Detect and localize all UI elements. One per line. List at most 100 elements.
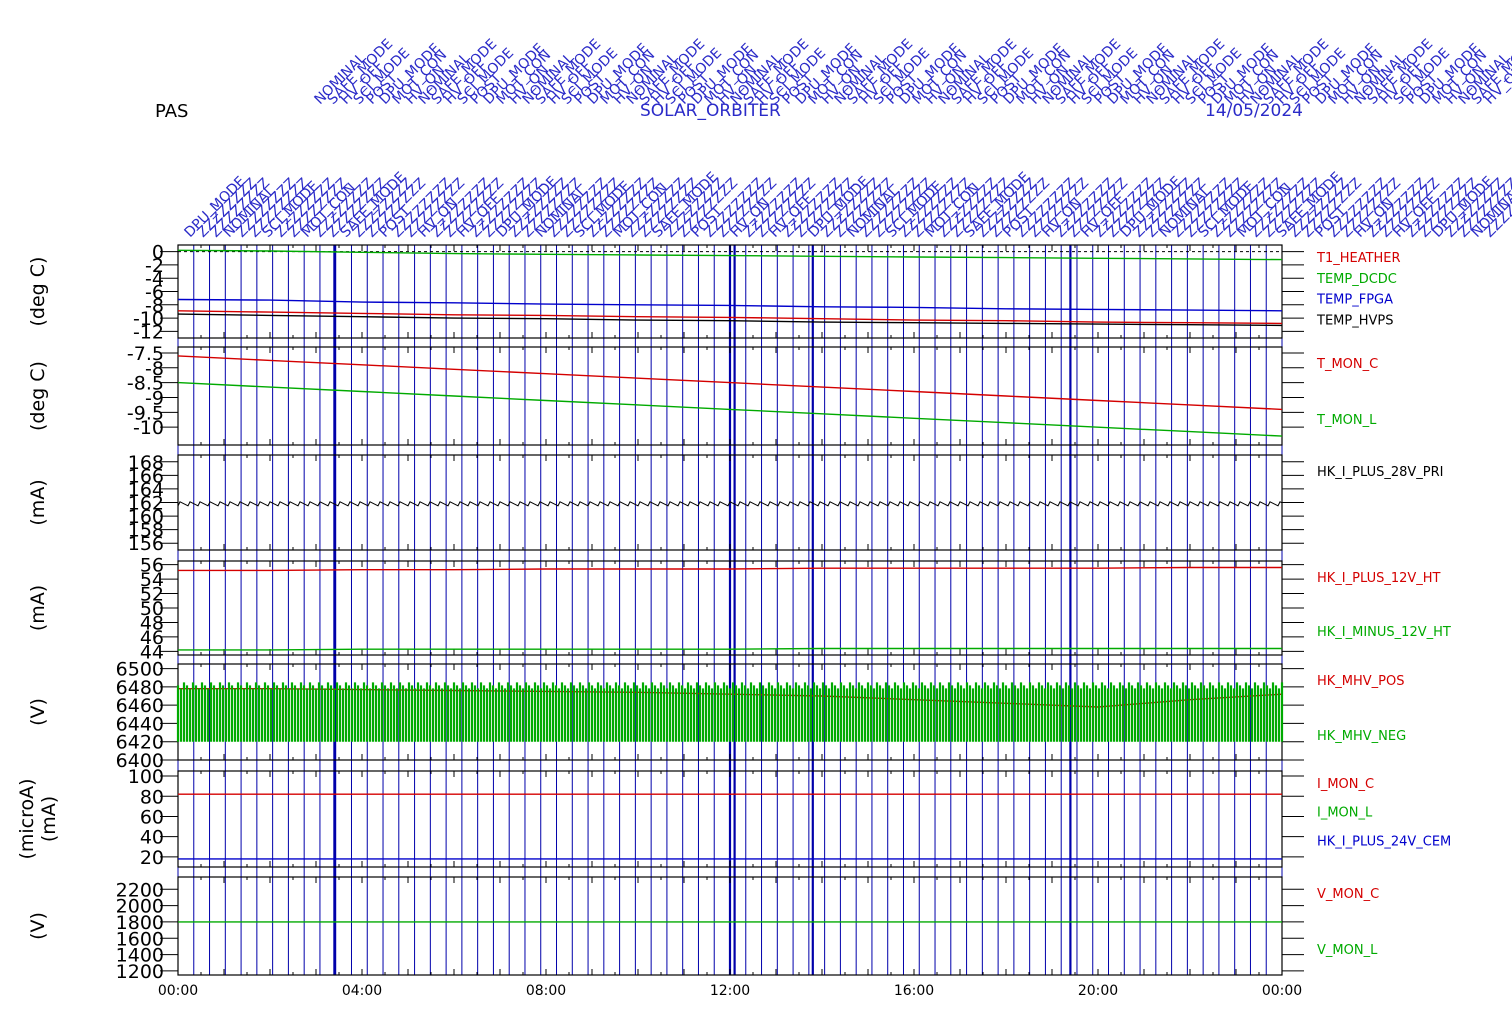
date-label: 14/05/2024 <box>1205 101 1303 121</box>
series-line <box>177 249 1283 261</box>
y-tick-label: 44 <box>140 641 164 663</box>
y-tick-label: 6440 <box>116 713 164 735</box>
event-markers <box>177 245 1283 975</box>
y-axis-label: (mA) <box>27 585 49 631</box>
y-tick-label: -4 <box>145 268 164 290</box>
series-name: TEMP_FPGA <box>1316 293 1393 308</box>
y-tick-label: -10 <box>133 308 164 330</box>
series-line <box>177 501 1283 507</box>
y-axis-label: (mA) <box>38 796 60 842</box>
y-tick-label: 52 <box>140 584 164 606</box>
y-tick-label: 46 <box>140 627 164 649</box>
y-tick-label: 1200 <box>116 961 164 983</box>
y-tick-label: 156 <box>128 533 164 555</box>
panel-2: -7.5-8-8.5-9-9.5-10 (deg C) T_MON_C T_MON_L <box>27 343 1378 446</box>
y-tick-label: 60 <box>140 806 164 828</box>
x-axis: 00:00 04:00 08:00 12:00 16:00 20:00 00:00 <box>158 983 1302 999</box>
y-tick-label: 164 <box>128 479 164 501</box>
series-line <box>176 682 1284 742</box>
series-name: I_MON_L <box>1317 806 1373 821</box>
series-line <box>177 381 1283 437</box>
series-name: HK_I_PLUS_24V_CEM <box>1317 834 1451 849</box>
y-tick-label: 2200 <box>116 879 164 901</box>
y-axis-label: (V) <box>27 912 49 940</box>
y-tick-label: 6400 <box>116 750 164 772</box>
series-line <box>177 313 1283 327</box>
series-line <box>178 566 1282 572</box>
series-line <box>177 355 1283 411</box>
y-tick-label: 6460 <box>116 695 164 717</box>
event-label-fan-upper: NOMINALSAFE_MODEHV_OFFSCI_MODEPOSTDPU_MO… <box>312 36 1512 108</box>
y-tick-label: -6 <box>145 282 164 304</box>
y-axis-label: (mA) <box>27 479 49 525</box>
x-tick-label: 04:00 <box>342 983 382 999</box>
series-name: HK_I_PLUS_28V_PRI <box>1317 465 1443 480</box>
y-tick-label: -8 <box>145 358 164 380</box>
y-tick-label: 6420 <box>116 732 164 754</box>
series-name: HK_MHV_NEG <box>1317 729 1406 744</box>
y-axis-label: (microA) <box>16 778 38 859</box>
series-name: TEMP_HVPS <box>1316 313 1393 328</box>
x-tick-label: 20:00 <box>1078 983 1118 999</box>
y-tick-label: 6480 <box>116 677 164 699</box>
y-tick-label: -10 <box>133 417 164 439</box>
y-tick-label: -9 <box>145 387 164 409</box>
y-tick-label: -9.5 <box>127 402 164 424</box>
y-tick-label: 100 <box>128 766 164 788</box>
y-tick-label: -8 <box>145 295 164 317</box>
series-name: HK_I_PLUS_12V_HT <box>1317 571 1441 586</box>
y-tick-label: 54 <box>140 569 164 591</box>
y-tick-label: 162 <box>128 493 164 515</box>
y-tick-label: -8.5 <box>127 373 164 395</box>
y-tick-label: 50 <box>140 598 164 620</box>
y-tick-label: 80 <box>140 786 164 808</box>
x-tick-label: 08:00 <box>526 983 566 999</box>
y-tick-label: 166 <box>128 465 164 487</box>
y-tick-label: 158 <box>128 520 164 542</box>
y-tick-label: -7.5 <box>127 343 164 365</box>
series-line <box>177 310 1283 325</box>
y-axis-label: (deg C) <box>27 361 49 431</box>
x-tick-label: 00:00 <box>1262 983 1302 999</box>
x-tick-label: 00:00 <box>158 983 198 999</box>
event-label-fan: DPU_MODEZZZZZZZZZZZZZZZZNOMINALZZZZZZZZZ… <box>182 169 1512 241</box>
series-line <box>178 647 1282 651</box>
series-name: T1_HEATHER <box>1316 251 1401 266</box>
y-tick-label: 2000 <box>116 896 164 918</box>
instrument-label: PAS <box>155 101 188 122</box>
y-tick-label: 160 <box>128 506 164 528</box>
x-tick-label: 12:00 <box>710 983 750 999</box>
y-tick-label: 1400 <box>116 945 164 967</box>
series-name: V_MON_C <box>1317 887 1379 902</box>
series-name: HK_I_MINUS_12V_HT <box>1317 625 1451 640</box>
y-tick-label: 56 <box>140 555 164 577</box>
y-tick-label: 40 <box>140 827 164 849</box>
y-tick-label: 1600 <box>116 928 164 950</box>
series-name: HK_MHV_POS <box>1317 674 1405 689</box>
series-name: T_MON_L <box>1316 413 1377 428</box>
y-tick-label: 0 <box>152 242 164 264</box>
y-axis-label: (V) <box>27 698 49 726</box>
series-name: T_MON_C <box>1316 357 1378 372</box>
y-tick-label: 6500 <box>116 659 164 681</box>
y-tick-label: 1800 <box>116 912 164 934</box>
mission-label: SOLAR_ORBITER <box>640 101 781 121</box>
panel-1: 0-2-4-6-8-10-12 (deg C) T1_HEATHER TEMP_DCD… <box>27 242 1401 344</box>
y-tick-label: 168 <box>128 452 164 474</box>
series-name: I_MON_C <box>1317 777 1374 792</box>
series-line <box>177 298 1283 312</box>
y-tick-label: -12 <box>133 321 164 343</box>
series-name: V_MON_L <box>1317 943 1378 958</box>
y-tick-label: 48 <box>140 612 164 634</box>
series-name: TEMP_DCDC <box>1316 272 1397 287</box>
y-tick-label: 20 <box>140 847 164 869</box>
y-axis-label: (deg C) <box>27 257 49 327</box>
y-tick-label: -2 <box>145 255 164 277</box>
x-tick-label: 16:00 <box>894 983 934 999</box>
